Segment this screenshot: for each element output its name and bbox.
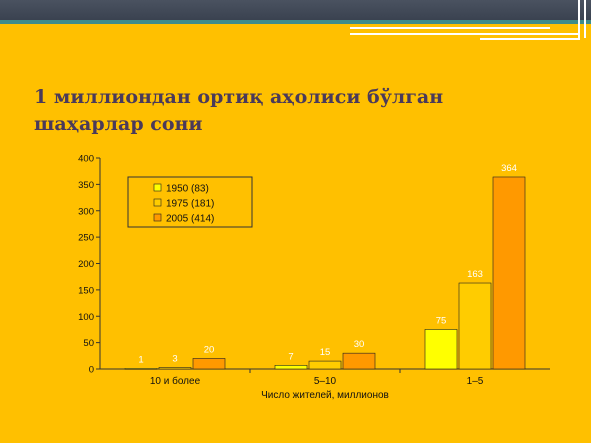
data-label: 7 — [288, 351, 293, 362]
category-label: 10 и более — [150, 375, 201, 387]
data-label: 364 — [501, 163, 517, 174]
data-label: 1 — [138, 354, 143, 365]
data-label: 163 — [467, 269, 483, 280]
data-label: 15 — [320, 347, 331, 358]
legend-label: 1950 (83) — [166, 184, 209, 195]
y-tick-label: 400 — [78, 154, 94, 165]
legend-swatch — [153, 198, 162, 207]
category-label: 5–10 — [314, 376, 337, 387]
deco-line-2 — [350, 33, 580, 35]
y-tick-label: 250 — [78, 233, 94, 244]
data-label: 75 — [436, 315, 447, 326]
y-tick-label: 300 — [78, 206, 94, 217]
x-axis-title: Число жителей, миллионов — [261, 390, 389, 401]
y-tick-label: 200 — [78, 259, 94, 270]
y-tick-label: 150 — [78, 285, 94, 296]
y-tick-label: 100 — [78, 312, 94, 323]
legend-box — [127, 176, 253, 228]
bar — [308, 360, 342, 370]
header-band — [0, 0, 591, 20]
bar — [192, 358, 226, 370]
data-label: 3 — [172, 353, 177, 364]
deco-line-3 — [480, 38, 580, 40]
bar — [274, 365, 308, 370]
deco-line-1 — [350, 27, 550, 29]
legend-swatch — [153, 213, 162, 222]
bar — [158, 367, 192, 370]
bar — [424, 329, 458, 370]
accent-line — [0, 20, 591, 24]
legend-swatch — [153, 183, 162, 192]
category-label: 1–5 — [467, 376, 484, 387]
deco-vert-1 — [578, 0, 580, 38]
bar — [342, 352, 376, 370]
bar — [124, 368, 158, 370]
legend-label: 1975 (181) — [166, 199, 214, 210]
bar — [492, 176, 526, 370]
legend-label: 2005 (414) — [166, 214, 214, 225]
y-tick-label: 350 — [78, 180, 94, 191]
y-tick-label: 50 — [83, 338, 94, 349]
bar — [458, 282, 492, 370]
deco-vert-2 — [584, 0, 586, 38]
slide-title: 1 миллиондан ортиқ аҳолиси бўлган шаҳарл… — [34, 86, 444, 135]
data-label: 20 — [204, 344, 215, 355]
data-label: 30 — [354, 339, 365, 350]
y-tick-label: 0 — [89, 365, 94, 376]
